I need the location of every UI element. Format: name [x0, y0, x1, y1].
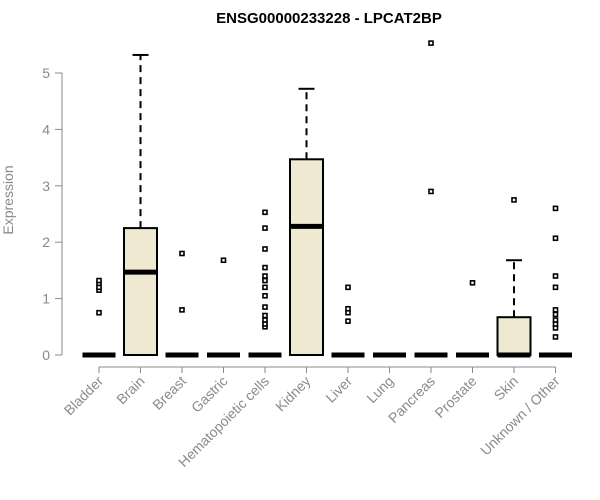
outlier-hematopoietic-cells-8 [262, 273, 268, 279]
x-tick-label-5: Kidney [272, 373, 314, 415]
outlier-skin-0 [511, 197, 517, 203]
box-hematopoietic-cells [248, 209, 282, 358]
box-pancreas [414, 40, 448, 358]
outlier-unknown-other-4 [552, 311, 559, 318]
outlier-pancreas-1 [428, 40, 434, 46]
y-tick-label-4: 4 [42, 121, 50, 137]
x-tick-label-11: Unknown / Other [477, 373, 563, 459]
y-axis-label: Expression [0, 165, 16, 234]
outlier-hematopoietic-cells-6 [262, 284, 268, 291]
box-liver [331, 284, 365, 358]
outlier-liver-2 [345, 305, 351, 312]
outlier-hematopoietic-cells-3 [262, 312, 268, 319]
box-brain [123, 53, 158, 357]
outlier-hematopoietic-cells-4 [262, 304, 268, 310]
x-tick-label-6: Liver [322, 373, 355, 406]
outlier-unknown-other-8 [552, 235, 559, 242]
outlier-liver-3 [345, 284, 351, 291]
outlier-breast-1 [179, 250, 185, 257]
outlier-hematopoietic-cells-7 [262, 277, 268, 284]
box-kidney [289, 87, 324, 356]
x-tick-label-9: Prostate [431, 373, 479, 421]
outlier-unknown-other-6 [552, 284, 559, 291]
outlier-prostate-0 [469, 280, 476, 286]
outlier-hematopoietic-cells-5 [262, 292, 268, 299]
outlier-unknown-other-9 [552, 205, 559, 212]
box-rect-skin [496, 316, 532, 357]
y-tick-label-0: 0 [42, 347, 50, 363]
box-gastric [207, 257, 240, 358]
y-tick-label-3: 3 [42, 178, 50, 194]
box-bladder [82, 277, 116, 358]
outlier-gastric-0 [220, 257, 227, 264]
box-unknown-other [539, 205, 572, 358]
boxes-group [82, 40, 572, 358]
outlier-unknown-other-3 [552, 317, 559, 323]
x-tick-label-7: Lung [363, 373, 396, 406]
box-skin [496, 197, 532, 358]
box-rect-brain [123, 227, 158, 357]
y-tick-label-1: 1 [42, 291, 50, 307]
outlier-bladder-4 [96, 277, 102, 284]
y-tick-label-5: 5 [42, 65, 50, 81]
outlier-liver-0 [345, 318, 351, 324]
chart-title: ENSG00000233228 - LPCAT2BP [216, 10, 442, 27]
outlier-hematopoietic-cells-12 [262, 209, 268, 216]
outlier-hematopoietic-cells-10 [262, 246, 268, 252]
box-breast [165, 250, 199, 358]
y-axis: 0 1 2 3 4 5 [42, 65, 63, 363]
outlier-hematopoietic-cells-11 [262, 225, 268, 231]
box-rect-kidney [289, 158, 324, 356]
box-prostate [456, 280, 489, 358]
x-tick-label-2: Breast [149, 373, 189, 413]
outlier-unknown-other-0 [552, 334, 559, 340]
outlier-hematopoietic-cells-2 [262, 317, 268, 323]
outlier-pancreas-0 [428, 188, 434, 195]
outlier-breast-0 [179, 307, 185, 313]
outlier-hematopoietic-cells-9 [262, 264, 268, 271]
x-tick-label-10: Skin [491, 373, 522, 404]
outlier-bladder-0 [96, 309, 102, 316]
y-tick-label-2: 2 [42, 234, 50, 250]
x-tick-label-0: Bladder [61, 373, 107, 419]
outlier-unknown-other-7 [552, 273, 559, 279]
x-tick-label-1: Brain [113, 373, 147, 407]
outlier-unknown-other-5 [552, 307, 559, 313]
